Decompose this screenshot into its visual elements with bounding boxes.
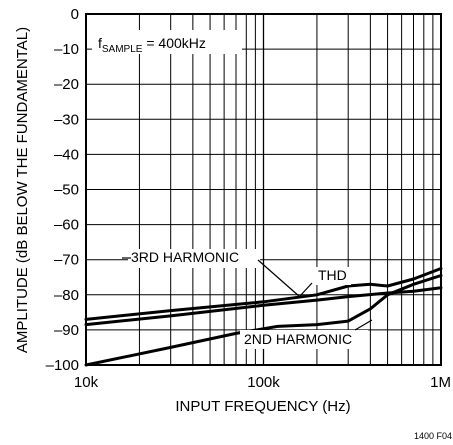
y-axis-label: AMPLITUDE (dB BELOW THE FUNDAMENTAL) — [14, 27, 31, 353]
y-tick-label: –70 — [54, 252, 79, 269]
x-axis-label: INPUT FREQUENCY (Hz) — [175, 398, 350, 415]
x-tick-label: 10k — [74, 374, 99, 391]
x-axis-ticks: 10k 100k 1M — [74, 374, 451, 391]
figure-id: 1400 F04 — [414, 431, 452, 441]
annotation-label-thd: THD — [318, 267, 347, 283]
series-line-3rd-harmonic — [84, 286, 443, 327]
annotation-label-2nd-harmonic: 2ND HARMONIC — [244, 331, 352, 347]
y-tick-label: –30 — [54, 111, 79, 128]
y-tick-label: 0 — [71, 6, 79, 23]
y-tick-label: –60 — [54, 217, 79, 234]
y-tick-label: –40 — [54, 146, 79, 163]
series-line-thd — [84, 267, 443, 321]
y-tick-label: –100 — [46, 357, 79, 374]
y-axis-ticks: 0 –10 –20 –30 –40 –50 –60 –70 –80 –90 –100 — [46, 6, 79, 374]
grid — [86, 14, 441, 365]
x-tick-label: 100k — [247, 374, 280, 391]
condition-label-bg — [92, 30, 242, 54]
y-tick-label: –50 — [54, 182, 79, 199]
annotation-leader — [257, 259, 301, 298]
annotation-label-3rd-harmonic: 3RD HARMONIC — [131, 249, 239, 265]
y-tick-label: –10 — [54, 41, 79, 58]
condition-label: fSAMPLE = 400kHz — [98, 35, 206, 55]
series-line-2nd-harmonic — [84, 274, 443, 367]
y-tick-label: –80 — [54, 287, 79, 304]
y-tick-label: –90 — [54, 322, 79, 339]
annotation-bg — [313, 267, 351, 285]
annotation-bg — [128, 249, 260, 268]
x-tick-label: 1M — [430, 374, 451, 391]
series-lines — [84, 267, 443, 367]
annotation-leader — [354, 319, 373, 331]
plot-frame — [85, 13, 442, 366]
annotations: fSAMPLE = 400kHz 3RD HARMONIC THD 2ND HARMO… — [92, 30, 373, 349]
y-tick-label: –20 — [54, 76, 79, 93]
annotation-leader — [299, 282, 313, 297]
annotation-bg — [240, 330, 368, 349]
